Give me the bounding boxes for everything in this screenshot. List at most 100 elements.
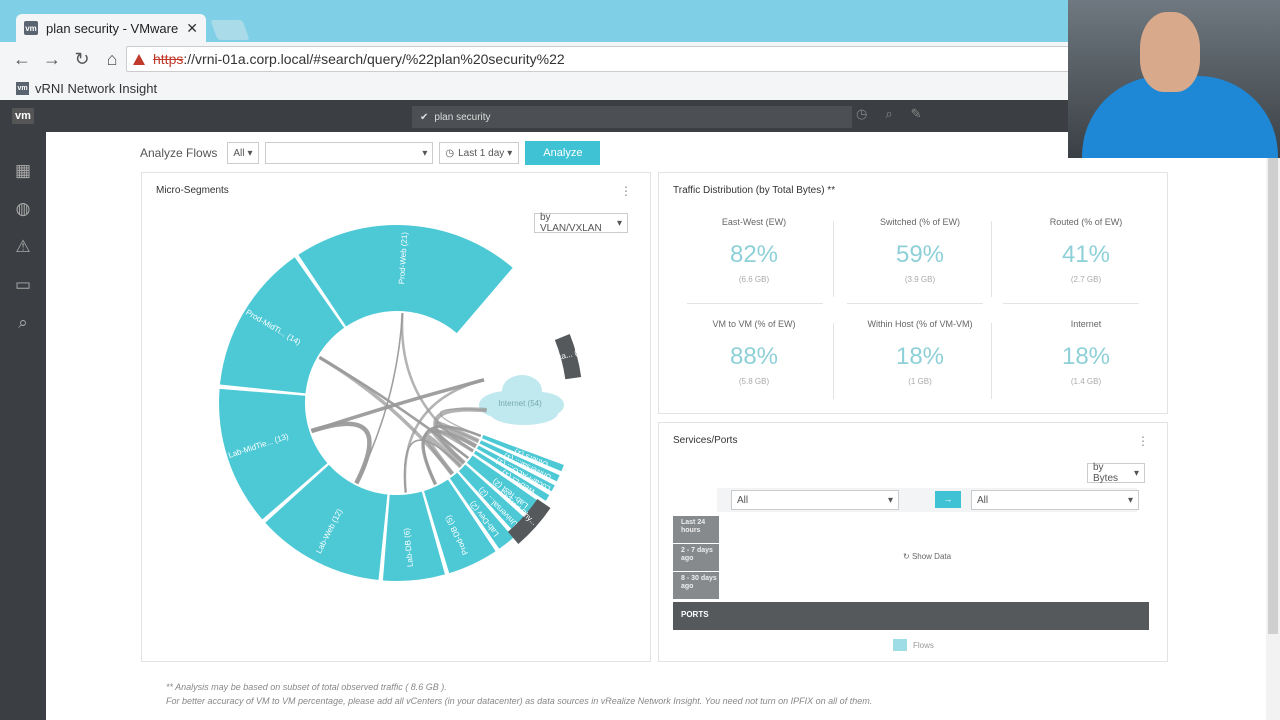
search-doc-icon[interactable]: ⌕ (18, 313, 28, 332)
segment-arc[interactable] (481, 435, 564, 472)
traffic-metric[interactable]: East-West (EW) 82% (6.6 GB) (679, 217, 829, 284)
history-row: Last 24 hours (673, 516, 719, 543)
external-segment[interactable] (554, 334, 582, 380)
show-data-label: Show Data (911, 552, 952, 561)
metric-label: Routed (% of EW) (1049, 217, 1123, 227)
destination-filter[interactable]: All ▾ (971, 490, 1139, 510)
forward-arrow-icon[interactable]: → (43, 48, 61, 69)
traffic-metric[interactable]: Within Host (% of VM-VM) 18% (1 GB) (845, 319, 995, 386)
ports-bar: PORTS (673, 602, 1149, 630)
segment-arc[interactable] (479, 440, 560, 482)
traffic-metric[interactable]: Switched (% of EW) 59% (3.9 GB) (845, 217, 995, 284)
segment-arc[interactable] (473, 450, 550, 501)
analyze-flows-bar: Analyze Flows All ▾ ▾ ◷ Last 1 day ▾ Analyz… (140, 140, 601, 166)
source-filter[interactable]: All ▾ (731, 490, 899, 510)
new-tab-button[interactable] (210, 20, 250, 40)
direction-arrow-icon[interactable]: → (935, 491, 961, 508)
entity-select[interactable]: ▾ (265, 142, 434, 164)
kebab-menu-icon[interactable]: ⋮ (1137, 434, 1149, 448)
scrollbar[interactable] (1266, 132, 1280, 720)
browser-chrome: vm plan security - VMware ✕ ← → ↻ ⌂ http… (0, 0, 1280, 100)
back-arrow-icon[interactable]: ← (13, 48, 31, 69)
micro-segments-title: Micro-Segments (156, 185, 229, 196)
check-icon: ✔ (420, 111, 429, 123)
metric-label: VM to VM (% of EW) (712, 319, 796, 329)
history-row: 2 - 7 days ago (673, 544, 719, 571)
grid-icon[interactable]: ▦ (14, 161, 32, 180)
time-range-select[interactable]: ◷ Last 1 day ▾ (439, 142, 520, 164)
metric-value: 18% (1061, 343, 1111, 370)
flow-chord[interactable] (310, 421, 372, 485)
time-range-value: Last 1 day (458, 147, 505, 159)
app: vm ✔ plan security ◷ ⌕ ✎ ▦ ◍ ⚠ ▭ ⌕ Analy… (0, 100, 1280, 720)
group-by-select[interactable]: by VLAN/VXLAN ▾ (534, 212, 628, 234)
scope-select[interactable]: All ▾ (227, 142, 260, 164)
segment-arc[interactable] (476, 445, 555, 492)
scrollbar-thumb[interactable] (1268, 154, 1278, 634)
footnote-line-2: For better accuracy of VM to VM percenta… (166, 696, 873, 706)
segment-arc[interactable] (466, 455, 544, 519)
reload-icon[interactable]: ↻ (74, 48, 90, 69)
globe-icon[interactable]: ◍ (15, 199, 31, 218)
presenter-face (1140, 12, 1200, 92)
segment-arc[interactable] (449, 472, 514, 549)
home-icon[interactable]: ⌂ (106, 48, 118, 69)
segment-arc[interactable] (219, 388, 328, 520)
vmware-logo: vm (12, 108, 34, 124)
address-bar[interactable]: https ://vrni-01a.corp.local/#search/que… (126, 46, 1086, 72)
flow-chord[interactable] (404, 439, 462, 493)
segment-arc[interactable] (219, 257, 345, 394)
external-segment[interactable] (507, 498, 551, 544)
chord-diagram[interactable]: Prod-Web (21)Prod-MidTi... (14)Lab-MidTi… (142, 213, 652, 653)
history-row: 8 - 30 days ago (673, 572, 719, 599)
traffic-metric[interactable]: Internet 18% (1.4 GB) (1011, 319, 1161, 386)
segment-arc[interactable] (298, 225, 513, 334)
pin-icon[interactable]: ✎ (910, 106, 922, 121)
traffic-metric[interactable]: Routed (% of EW) 41% (2.7 GB) (1011, 217, 1161, 284)
search-bar[interactable]: ✔ plan security (412, 106, 852, 128)
legend-swatch (893, 639, 907, 651)
footnote: ** Analysis may be based on subset of to… (166, 680, 872, 708)
internet-cloud-icon[interactable]: Internet (54) (479, 375, 564, 425)
segment-arc[interactable] (423, 479, 496, 574)
metric-value: 41% (1061, 241, 1111, 268)
segment-arc[interactable] (265, 464, 388, 581)
flow-chord[interactable] (422, 425, 482, 485)
clock-icon[interactable]: ◷ (856, 106, 868, 121)
segment-arc[interactable] (382, 491, 445, 581)
browser-tab[interactable]: vm plan security - VMware ✕ (16, 14, 206, 42)
url-text: ://vrni-01a.corp.local/#search/query/%22… (183, 51, 565, 67)
external-segment-label: DC Physica... (24) (524, 345, 589, 370)
kebab-menu-icon[interactable]: ⋮ (620, 184, 632, 198)
search-icon[interactable]: ⌕ (885, 106, 893, 121)
analyze-button[interactable]: Analyze (525, 141, 601, 165)
services-title: Services/Ports (673, 435, 738, 446)
bookmarks-bar: vm vRNI Network Insight (0, 76, 1280, 100)
search-query: plan security (434, 111, 491, 123)
segment-label: Lab-DB (6) (402, 527, 415, 567)
url-scheme: https (153, 51, 184, 67)
flow-chord[interactable] (433, 407, 487, 465)
metric-select[interactable]: by Bytes ▾ (1087, 462, 1145, 484)
traffic-distribution-card: Traffic Distribution (by Total Bytes) **… (658, 172, 1168, 414)
show-data-link[interactable]: ↻ Show Data (903, 552, 951, 561)
segment-label: Prod-Web (21) (397, 231, 409, 284)
metric-label: Switched (% of EW) (879, 217, 961, 227)
bookmark-vrni[interactable]: vRNI Network Insight (35, 80, 158, 96)
alert-icon[interactable]: ⚠ (15, 237, 31, 256)
main-content: Analyze Flows All ▾ ▾ ◷ Last 1 day ▾ Analyz… (46, 132, 1280, 720)
segment-arc[interactable] (458, 464, 530, 535)
refresh-icon: ↻ (903, 552, 912, 561)
insecure-warning-icon (133, 53, 145, 65)
services-ports-card: Services/Ports ⋮ by Bytes ▾ All ▾ → All ▾ L… (658, 422, 1168, 662)
metric-value: 59% (895, 241, 945, 268)
tab-title: plan security - VMware (46, 20, 179, 36)
close-tab-icon[interactable]: ✕ (186, 19, 198, 36)
traffic-metric[interactable]: VM to VM (% of EW) 88% (5.8 GB) (679, 319, 829, 386)
source-filter-value: All (737, 494, 749, 506)
micro-segments-card: Micro-Segments ⋮ by VLAN/VXLAN ▾ Prod-Web… (141, 172, 651, 662)
metric-sub: (1 GB) (908, 377, 932, 386)
vmware-favicon-icon: vm (24, 21, 38, 35)
metric-sub: (2.7 GB) (1070, 275, 1102, 284)
monitor-icon[interactable]: ▭ (14, 275, 32, 294)
